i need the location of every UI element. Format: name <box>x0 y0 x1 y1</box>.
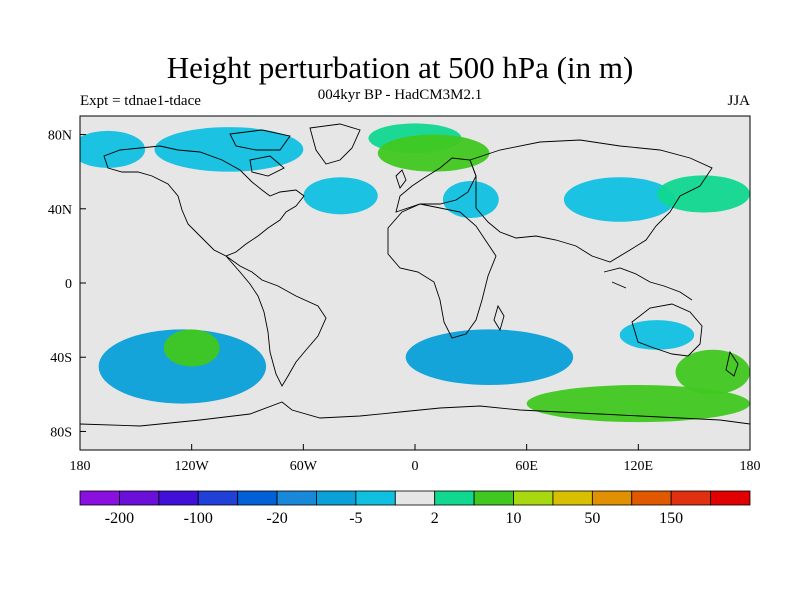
lat-tick-label: 80S <box>50 425 72 440</box>
lon-tick-label: 60E <box>515 459 538 474</box>
lon-tick-label: 60W <box>290 459 318 474</box>
anomaly-region-siberia-negative <box>563 177 676 222</box>
chart-title: Height perturbation at 500 hPa (in m) <box>166 50 634 85</box>
experiment-label: Expt = tdnae1-tdace <box>80 93 201 109</box>
lat-tick-label: 40S <box>50 351 72 366</box>
coastline-greenland <box>309 123 361 165</box>
coastline-arctic-islands <box>229 129 291 177</box>
colorbar-label: 2 <box>431 510 439 527</box>
colorbar-swatch <box>513 490 554 506</box>
coastline-madagascar <box>493 304 505 332</box>
colorbar-swatch <box>79 490 120 506</box>
longitude-axis: 180 120W 60W 0 60E 120E 180 <box>70 444 761 474</box>
colorbar-label: -20 <box>266 510 287 527</box>
season-label: JJA <box>727 93 750 109</box>
coastline-british-isles <box>395 169 407 189</box>
colorbar-label: -5 <box>349 510 362 527</box>
anomaly-region-europe-negative <box>442 180 499 219</box>
colorbar-swatch <box>158 490 199 506</box>
colorbar-label: -100 <box>184 510 213 527</box>
anomaly-region-north-pacific-negative <box>80 130 146 168</box>
colorbar-swatch <box>197 490 239 506</box>
colorbar-swatch <box>473 490 514 506</box>
colorbar-swatch <box>591 490 633 506</box>
colorbar-swatch <box>631 490 672 506</box>
colorbar: -200 -100 -20 -5 2 10 50 150 <box>79 490 751 527</box>
anomaly-region-south-pacific-negative <box>98 329 267 404</box>
colorbar-swatch <box>710 490 751 506</box>
anomaly-region-tasman-positive <box>675 349 750 395</box>
colorbar-swatch <box>119 490 160 506</box>
anomaly-fill-layer <box>80 123 750 423</box>
coastline-asia <box>469 139 713 263</box>
coastline-australia <box>631 303 703 357</box>
colorbar-swatch <box>394 490 436 506</box>
lon-tick-label: 180 <box>70 459 91 474</box>
colorbar-swatch <box>552 490 593 506</box>
colorbar-swatch <box>670 490 711 506</box>
coastline-antarctica <box>80 401 750 427</box>
colorbar-swatch <box>316 490 357 506</box>
coastline-indonesia <box>603 267 693 301</box>
lat-tick-label: 0 <box>65 277 72 292</box>
coastline-layer <box>80 123 750 427</box>
coastline-south-america <box>225 255 327 387</box>
lon-tick-label: 120E <box>624 459 654 474</box>
coastline-north-america <box>103 145 305 257</box>
colorbar-label: 150 <box>659 510 683 527</box>
lat-tick-label: 40N <box>48 203 72 218</box>
anomaly-region-south-pacific-positive <box>163 329 220 367</box>
coastline-new-zealand <box>725 350 739 377</box>
anomaly-region-australia-negative <box>619 320 695 350</box>
lon-tick-label: 180 <box>740 459 761 474</box>
lon-tick-label: 120W <box>175 459 210 474</box>
latitude-axis: 80N 40N 0 40S 80S <box>48 129 86 440</box>
colorbar-label: 50 <box>584 510 600 527</box>
colorbar-label: -200 <box>105 510 134 527</box>
colorbar-swatch <box>276 490 317 506</box>
anomaly-region-arctic-canada-negative <box>154 127 304 172</box>
lon-tick-label: 0 <box>412 459 419 474</box>
colorbar-swatch <box>355 490 396 506</box>
coastline-africa <box>387 203 497 339</box>
anomaly-region-scandinavia-positive <box>377 134 490 172</box>
anomaly-region-north-atlantic-negative <box>303 177 378 215</box>
colorbar-swatch <box>434 490 475 506</box>
colorbar-label: 10 <box>506 510 522 527</box>
lat-tick-label: 80N <box>48 129 72 144</box>
anomaly-region-south-atlantic-negative <box>405 329 574 386</box>
colorbar-swatch <box>237 490 278 506</box>
anomaly-region-east-asia-positive <box>656 175 750 213</box>
chart-subtitle: 004kyr BP - HadCM3M2.1 <box>317 87 483 103</box>
